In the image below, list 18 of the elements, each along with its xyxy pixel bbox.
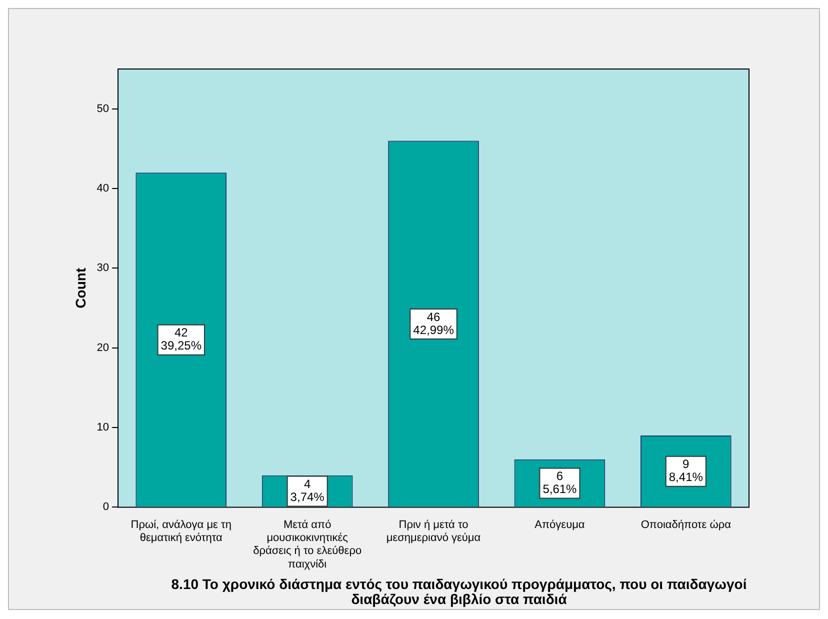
x-tick-label: Απόγευμα [534, 518, 586, 531]
text: 8.10 Το χρονικό διάστημα εντός του παιδαγωγικού προγράμματος, που οι παιδαγωγοί διαβάζουν ένα βιβλίο στα παιδιά [170, 576, 748, 607]
data-label: 42 39,25% [160, 326, 202, 353]
x-tick-label: Πριν ή μετά το μεσημεριανό γεύμα [386, 518, 482, 544]
data-label: 4 3,74% [290, 477, 325, 504]
x-tick-label: Μετά από μουσικοκινητικές δράσεις ή το ελεύθερο παιχνίδι [253, 518, 362, 570]
y-tick-label: 40 [96, 182, 110, 195]
data-label: 46 42,99% [413, 310, 454, 337]
data-label: 6 5,61% [542, 469, 578, 496]
y-tick-label: 0 [102, 501, 110, 514]
y-tick-label: 30 [96, 262, 110, 274]
x-tick-label: Οποιαδήποτε ώρα [640, 518, 732, 531]
y-tick-label: 50 [96, 102, 110, 115]
y-axis-title: Count [72, 268, 88, 308]
y-tick-label: 20 [96, 342, 110, 354]
x-tick-label: Πρωί, ανάλογα με τη θεματική ενότητα [130, 518, 232, 544]
data-label: 9 8,41% [668, 457, 704, 484]
y-tick-label: 10 [96, 422, 110, 434]
